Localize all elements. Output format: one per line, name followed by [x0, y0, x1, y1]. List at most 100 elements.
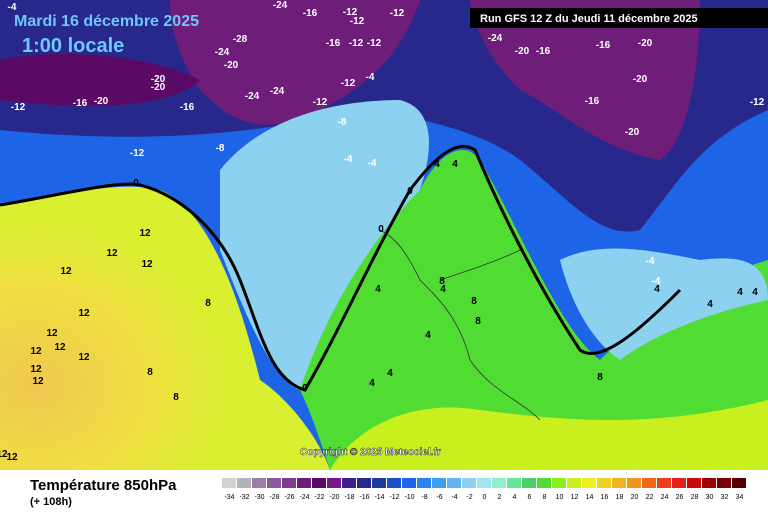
scale-label: 32 [721, 494, 729, 501]
scale-label: -18 [344, 494, 354, 501]
contour-label: -20 [638, 38, 653, 49]
contour-label: 0 [302, 383, 308, 394]
color-swatch [402, 478, 416, 488]
contour-label: -20 [625, 127, 640, 138]
contour-label: -8 [216, 143, 225, 154]
contour-label: -4 [646, 256, 655, 267]
contour-label: -16 [303, 8, 318, 19]
scale-label: -20 [329, 494, 339, 501]
color-swatch [297, 478, 311, 488]
contour-label: 4 [434, 159, 440, 170]
contour-label: 12 [139, 228, 151, 239]
scale-label: 22 [646, 494, 654, 501]
contour-label: 8 [439, 276, 445, 287]
color-swatch [732, 478, 746, 488]
scale-label: 10 [556, 494, 564, 501]
contour-label: -12 [313, 97, 328, 108]
color-swatch [612, 478, 626, 488]
scale-label: -26 [284, 494, 294, 501]
contour-label: 4 [440, 284, 446, 295]
contour-label: -12 [750, 97, 765, 108]
contour-label: 12 [78, 352, 90, 363]
contour-label: -4 [366, 72, 375, 83]
contour-label: -12 [343, 7, 358, 18]
contour-label: -20 [94, 96, 109, 107]
contour-label: -28 [233, 34, 248, 45]
contour-label: 4 [375, 284, 381, 295]
contour-label: 4 [369, 378, 375, 389]
color-swatch [447, 478, 461, 488]
color-swatch [267, 478, 281, 488]
contour-label: 4 [425, 330, 431, 341]
copyright: Copyright © 2025 Meteociel.fr [300, 447, 441, 458]
contour-label: 0 [133, 178, 139, 189]
scale-label: -34 [224, 494, 234, 501]
color-swatch [687, 478, 701, 488]
scale-label: 28 [691, 494, 699, 501]
scale-label: 0 [483, 494, 487, 501]
contour-label: -16 [596, 40, 611, 51]
color-swatch [492, 478, 506, 488]
contour-label: -8 [338, 117, 347, 128]
contour-label: -12 [130, 148, 145, 159]
scale-label: -2 [466, 494, 472, 501]
contour-label: -12 [11, 102, 26, 113]
contour-label: -24 [488, 33, 503, 44]
color-swatch [582, 478, 596, 488]
scale-label: -16 [359, 494, 369, 501]
contour-label: 4 [452, 159, 458, 170]
contour-label: -20 [151, 74, 166, 85]
scale-label: 20 [631, 494, 639, 501]
contour-label: 12 [60, 266, 72, 277]
color-swatch [477, 478, 491, 488]
color-swatch [537, 478, 551, 488]
scale-label: -12 [389, 494, 399, 501]
contour-label: 12 [54, 342, 66, 353]
color-swatch [522, 478, 536, 488]
contour-label: -12 [349, 38, 364, 49]
local-time: 1:00 locale [22, 35, 124, 57]
color-swatch [387, 478, 401, 488]
contour-label: -16 [536, 46, 551, 57]
color-swatch [372, 478, 386, 488]
color-swatch [222, 478, 236, 488]
scale-label: 2 [498, 494, 502, 501]
contour-label: 4 [707, 299, 713, 310]
scale-label: 18 [616, 494, 624, 501]
scale-label: -28 [269, 494, 279, 501]
scale-label: 26 [676, 494, 684, 501]
contour-label: -20 [151, 82, 166, 93]
contour-label: 4 [387, 368, 393, 379]
color-swatch [567, 478, 581, 488]
color-swatch [432, 478, 446, 488]
scale-label: 12 [571, 494, 579, 501]
color-swatch [342, 478, 356, 488]
color-swatch [702, 478, 716, 488]
color-swatch [657, 478, 671, 488]
contour-label: 12 [32, 376, 44, 387]
color-swatch [552, 478, 566, 488]
scale-label: -30 [254, 494, 264, 501]
scale-label: -32 [239, 494, 249, 501]
contour-label: 12 [78, 308, 90, 319]
run-info: Run GFS 12 Z du Jeudi 11 décembre 2025 [480, 13, 698, 25]
contour-label: -12 [350, 16, 365, 27]
legend-title: Température 850hPa [30, 477, 177, 494]
contour-label: 8 [475, 316, 481, 327]
contour-label: 0 [407, 186, 413, 197]
contour-label: -4 [344, 154, 353, 165]
color-swatch [237, 478, 251, 488]
contour-label: -24 [245, 91, 260, 102]
scale-label: -14 [374, 494, 384, 501]
contour-label: -12 [367, 38, 382, 49]
contour-label: -12 [341, 78, 356, 89]
scale-label: -8 [421, 494, 427, 501]
contour-label: 12 [106, 248, 118, 259]
scale-label: -22 [314, 494, 324, 501]
contour-label: -24 [215, 47, 230, 58]
scale-label: 30 [706, 494, 714, 501]
scale-label: 14 [586, 494, 594, 501]
color-swatch [627, 478, 641, 488]
scale-label: 16 [601, 494, 609, 501]
